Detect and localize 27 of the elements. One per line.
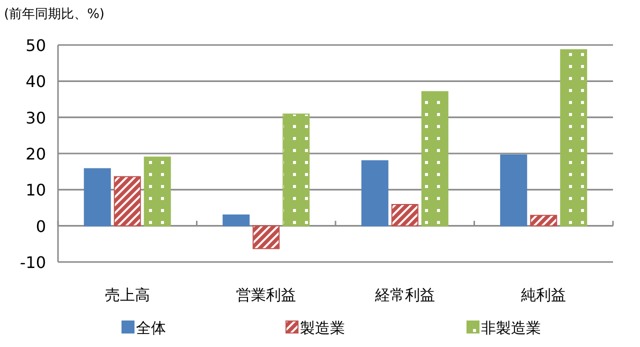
legend-label: 製造業: [300, 319, 345, 337]
x-tick-label: 売上高: [104, 286, 150, 304]
legend-label: 全体: [136, 319, 166, 337]
x-tick-label: 経常利益: [374, 286, 435, 304]
y-tick-label: 10: [26, 180, 46, 200]
bar: [114, 176, 141, 226]
y-tick-label: 40: [26, 72, 46, 92]
bar: [530, 214, 558, 226]
bar: [252, 225, 280, 250]
y-tick-label: -10: [20, 253, 46, 272]
bar: [560, 49, 588, 226]
legend-label: 非製造業: [481, 319, 541, 337]
bar: [222, 214, 250, 226]
y-tick-label: 0: [36, 216, 46, 236]
bar: [421, 91, 448, 226]
bar: [500, 154, 528, 226]
y-tick-label: 20: [26, 144, 46, 164]
y-axis-title: (前年同期比、%): [4, 7, 104, 22]
bar: [144, 156, 171, 226]
x-tick-label: 営業利益: [236, 286, 296, 304]
bar: [361, 160, 388, 226]
y-tick-label: 30: [26, 108, 46, 128]
bar: [282, 114, 310, 226]
bar: [84, 168, 111, 226]
x-tick-label: 純利益: [521, 286, 566, 304]
bar: [391, 204, 418, 226]
y-tick-label: 50: [26, 36, 46, 55]
